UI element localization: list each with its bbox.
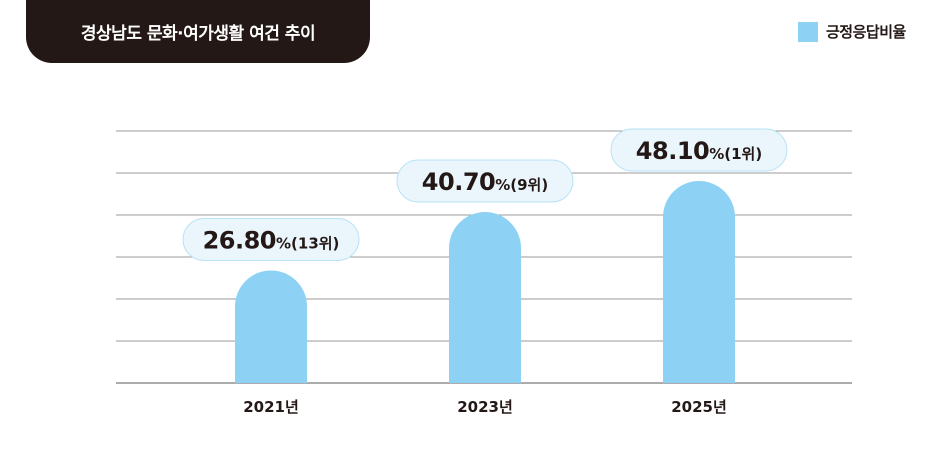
chart-title-tab: 경상남도 문화·여가생활 여건 추이 bbox=[26, 0, 370, 63]
x-tick-label: 2021년 bbox=[243, 398, 299, 416]
value-bubble-background bbox=[396, 159, 574, 203]
value-bubble: 26.80%(13위) bbox=[182, 217, 360, 261]
bar-2023년 bbox=[449, 212, 521, 383]
legend-swatch bbox=[798, 21, 818, 42]
value-bubble-background bbox=[610, 128, 788, 172]
x-axis-labels: 2021년 2023년 2025년 bbox=[243, 398, 727, 416]
value-bubble: 48.10%(1위) bbox=[610, 128, 788, 172]
legend-label: 긍정응답비율 bbox=[826, 23, 906, 41]
value-label: 48.10%(1위) bbox=[636, 137, 762, 165]
bars bbox=[235, 180, 735, 383]
value-label: 40.70%(9위) bbox=[422, 168, 548, 196]
x-tick-label: 2023년 bbox=[457, 398, 513, 416]
chart-title: 경상남도 문화·여가생활 여건 추이 bbox=[80, 24, 316, 44]
bar-2021년 bbox=[235, 270, 307, 383]
value-label: 26.80%(13위) bbox=[203, 226, 340, 254]
bar-2025년 bbox=[663, 180, 735, 383]
legend: 긍정응답비율 bbox=[798, 21, 906, 42]
value-bubbles: 26.80%(13위) 40.70%(9위) 48.10%(1위) bbox=[182, 128, 788, 261]
value-bubble-background bbox=[182, 217, 360, 261]
x-tick-label: 2025년 bbox=[671, 398, 727, 416]
value-bubble: 40.70%(9위) bbox=[396, 159, 574, 203]
